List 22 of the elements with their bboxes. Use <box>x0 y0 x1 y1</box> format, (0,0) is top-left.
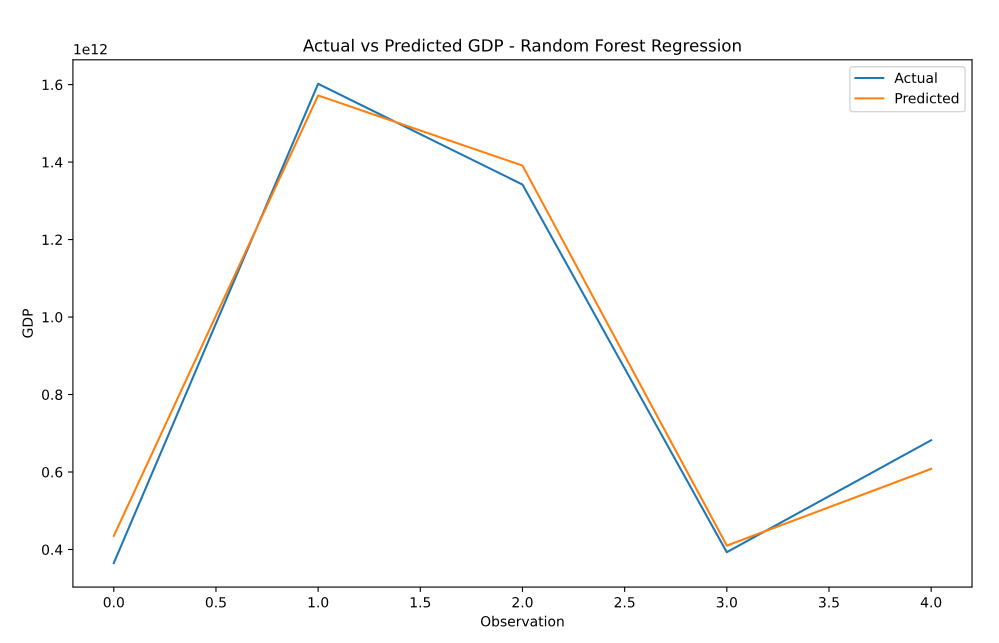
x-axis-title: Observation <box>480 616 564 627</box>
y-tick-label: 1.4 <box>42 157 62 168</box>
x-tick-label: 0.0 <box>104 597 124 608</box>
x-tick-label: 4.0 <box>920 597 942 608</box>
x-tick-label: 3.0 <box>716 597 737 608</box>
chart-title: Actual vs Predicted GDP - Random Forest Regression <box>303 38 741 55</box>
y-tick-label: 0.4 <box>42 544 62 555</box>
y-axis-title: GDP <box>22 308 33 338</box>
x-tick-label: 1.0 <box>308 597 328 608</box>
x-tick-label: 2.5 <box>614 597 634 608</box>
legend-label: Actual <box>894 72 937 84</box>
y-tick-label: 1.6 <box>42 80 62 90</box>
y-tick-label: 1.2 <box>42 234 62 245</box>
legend-label: Predicted <box>896 92 958 104</box>
x-tick-label: 2.0 <box>512 597 533 608</box>
x-tick-label: 0.5 <box>206 597 226 608</box>
x-tick-label: 3.5 <box>819 597 839 608</box>
x-tick-label: 1.5 <box>410 597 430 608</box>
y-tick-label: 0.8 <box>42 389 62 400</box>
text: 1e12 <box>74 44 107 54</box>
y-tick-label: 0.6 <box>42 466 62 478</box>
y-tick-label: 1.0 <box>42 312 62 323</box>
